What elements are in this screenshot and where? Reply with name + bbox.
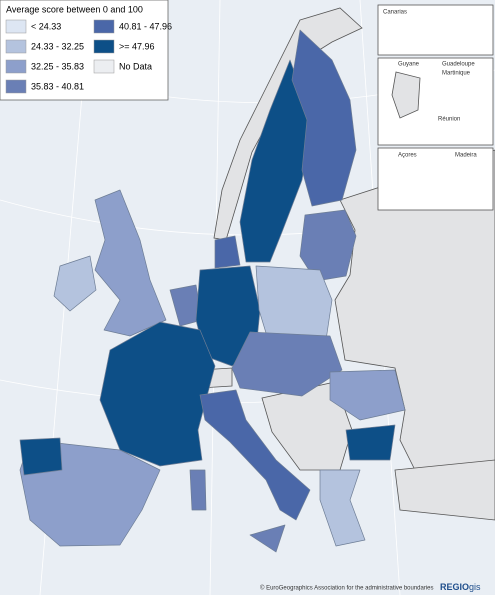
- legend-label: No Data: [119, 61, 152, 71]
- inset-land: [391, 71, 421, 119]
- eu-regions: [19, 29, 406, 553]
- inset-frame: [377, 147, 494, 211]
- legend-swatch: [5, 39, 27, 54]
- inset-label: Martinique: [442, 71, 471, 77]
- legend-label: >= 47.96: [119, 41, 155, 51]
- region: [299, 209, 357, 282]
- legend-swatch: [93, 59, 115, 74]
- legend-label: 40.81 - 47.96: [119, 21, 172, 31]
- region: [231, 331, 343, 397]
- inset-label: Madeira: [455, 153, 477, 159]
- legend-swatch: [93, 39, 115, 54]
- logo-main: REGIO: [440, 582, 469, 592]
- region: [214, 235, 241, 269]
- legend-label: 32.25 - 35.83: [31, 61, 84, 71]
- inset-frame: [377, 4, 494, 56]
- region: [199, 389, 311, 521]
- logo-sub: gis: [469, 582, 481, 592]
- inset-label: Guyane: [398, 62, 420, 68]
- footer-credit: © EuroGeographics Association for the ad…: [260, 585, 434, 592]
- insets: [377, 4, 494, 211]
- inset-label: Canarias: [383, 10, 407, 16]
- legend-swatch: [5, 79, 27, 94]
- legend-label: < 24.33: [31, 21, 61, 31]
- region: [19, 437, 63, 476]
- logo: REGIOgis: [440, 582, 481, 592]
- legend-label: 35.83 - 40.81: [31, 81, 84, 91]
- shape: [213, 7, 363, 241]
- region: [99, 321, 216, 467]
- legend-label: 24.33 - 32.25: [31, 41, 84, 51]
- legend-swatch: [5, 19, 27, 34]
- legend-title: Average score between 0 and 100: [6, 4, 143, 14]
- legend: Average score between 0 and 100 < 24.33 2…: [0, 0, 172, 101]
- legend-swatch: [5, 59, 27, 74]
- shape: [394, 459, 495, 521]
- region: [189, 469, 207, 511]
- inset-label: Réunion: [438, 117, 460, 123]
- region: [291, 29, 357, 207]
- inset-label: Guadeloupe: [442, 62, 475, 68]
- region: [329, 369, 406, 421]
- region: [249, 524, 286, 553]
- region: [345, 424, 396, 461]
- inset-label: Açores: [398, 153, 417, 159]
- region: [319, 469, 366, 547]
- region: [94, 189, 167, 337]
- region: [53, 255, 97, 312]
- legend-swatch: [93, 19, 115, 34]
- legend-box: [0, 0, 169, 101]
